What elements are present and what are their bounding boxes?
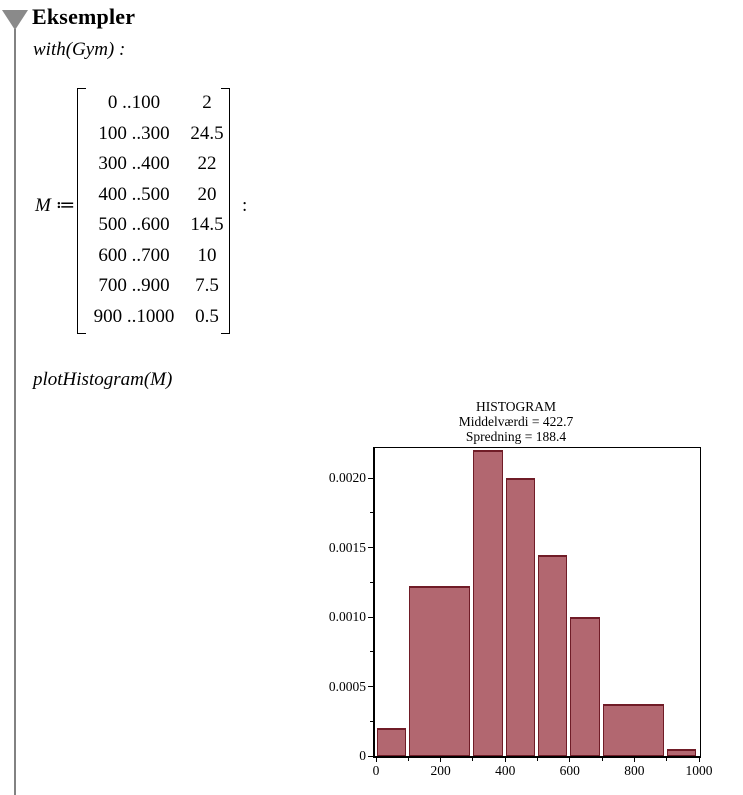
- y-tick-label: 0: [359, 748, 366, 763]
- histogram-bar: [538, 554, 568, 756]
- matrix-frequency-cell: 0.5: [195, 305, 219, 327]
- matrix-lhs: M ≔: [35, 194, 75, 217]
- histogram-bar: [570, 617, 600, 756]
- histogram-bar: [602, 703, 665, 756]
- matrix-interval-cell: 100 ..300: [98, 122, 170, 144]
- variable-name: M: [35, 195, 51, 216]
- matrix-frequency-cell: 20: [197, 183, 217, 205]
- x-major-tick: [569, 758, 571, 762]
- matrix-row: 600 ..700 10: [82, 241, 228, 272]
- y-tick-label: 0.0020: [328, 470, 366, 485]
- matrix-left-bracket: [77, 88, 86, 334]
- x-tick-label: 1000: [685, 763, 713, 778]
- matrix-row: 100 ..300 24.5: [82, 119, 228, 150]
- matrix-row: 900 ..1000 0.5: [82, 302, 228, 333]
- matrix-frequency-cell: 22: [197, 153, 217, 175]
- matrix-rows: 0 ..100 2 100 ..300 24.5 300 ..400 22 400 ..50…: [82, 88, 228, 332]
- matrix-interval-cell: 400 ..500: [98, 183, 170, 205]
- y-major-tick: [368, 616, 373, 618]
- y-minor-tick: [370, 651, 373, 653]
- matrix-row: 300 ..400 22: [82, 149, 228, 180]
- input-plothistogram-command[interactable]: plotHistogram(M): [33, 369, 173, 390]
- y-major-tick: [368, 477, 373, 479]
- matrix-row: 400 ..500 20: [82, 180, 228, 211]
- x-tick-label: 400: [495, 763, 516, 778]
- x-major-tick: [633, 758, 635, 762]
- section-title: Eksempler: [32, 4, 136, 29]
- y-major-tick: [368, 547, 373, 548]
- matrix-frequency-cell: 14.5: [190, 214, 224, 236]
- input-with-command[interactable]: with(Gym) :: [33, 39, 126, 60]
- matrix-frequency-cell: 2: [202, 92, 212, 114]
- x-minor-tick: [472, 758, 474, 761]
- y-minor-tick: [370, 581, 373, 583]
- y-tick-label: 0.0015: [328, 539, 366, 555]
- matrix-frequency-cell: 7.5: [195, 275, 219, 297]
- plot-subtitle-mean: Middelværdi = 422.7: [458, 414, 574, 429]
- matrix-interval-cell: 700 ..900: [98, 275, 170, 297]
- plot-subtitle-std: Spredning = 188.4: [465, 429, 567, 444]
- histogram-bar: [473, 450, 503, 756]
- section-boundary-line: [14, 29, 16, 795]
- x-tick-label: 200: [430, 763, 451, 778]
- plot-box: [373, 447, 701, 758]
- matrix-frequency-cell: 24.5: [190, 122, 224, 144]
- matrix-frequency-cell: 10: [197, 244, 217, 266]
- statement-terminator: :: [242, 195, 248, 216]
- x-major-tick: [504, 758, 506, 762]
- histogram-bar: [505, 478, 535, 756]
- x-major-tick: [698, 758, 700, 762]
- y-tick-label: 0.0010: [328, 609, 366, 624]
- x-minor-tick: [666, 758, 668, 761]
- histogram-bar: [376, 728, 406, 756]
- y-major-tick: [368, 686, 373, 687]
- matrix-interval-cell: 500 ..600: [98, 214, 170, 236]
- x-minor-tick: [407, 758, 409, 761]
- matrix-interval-cell: 900 ..1000: [93, 305, 175, 327]
- y-minor-tick: [370, 512, 373, 514]
- matrix-interval-cell: 0 ..100: [107, 92, 161, 114]
- matrix-interval-cell: 300 ..400: [98, 153, 170, 175]
- plot-title: HISTOGRAM: [475, 399, 556, 414]
- matrix-row: 500 ..600 14.5: [82, 210, 228, 241]
- x-minor-tick: [537, 758, 538, 761]
- y-tick-label: 0.0005: [328, 678, 366, 694]
- matrix-interval-cell: 600 ..700: [98, 244, 170, 266]
- matrix-row: 700 ..900 7.5: [82, 271, 228, 302]
- matrix-right-bracket: [221, 88, 230, 334]
- x-tick-label: 0: [372, 763, 380, 778]
- assign-operator: ≔: [55, 195, 76, 216]
- histogram-bar: [408, 585, 471, 756]
- x-major-tick: [375, 758, 377, 762]
- x-tick-label: 800: [624, 763, 645, 778]
- x-minor-tick: [601, 758, 603, 761]
- y-major-tick: [368, 755, 373, 757]
- x-major-tick: [440, 758, 442, 762]
- section-collapse-icon[interactable]: [2, 10, 28, 30]
- y-minor-tick: [370, 720, 373, 722]
- histogram-plot[interactable]: HISTOGRAM Middelværdi = 422.7 Spredning …: [325, 393, 743, 793]
- matrix-row: 0 ..100 2: [82, 88, 228, 119]
- histogram-bar: [667, 749, 697, 756]
- x-tick-label: 600: [559, 763, 580, 778]
